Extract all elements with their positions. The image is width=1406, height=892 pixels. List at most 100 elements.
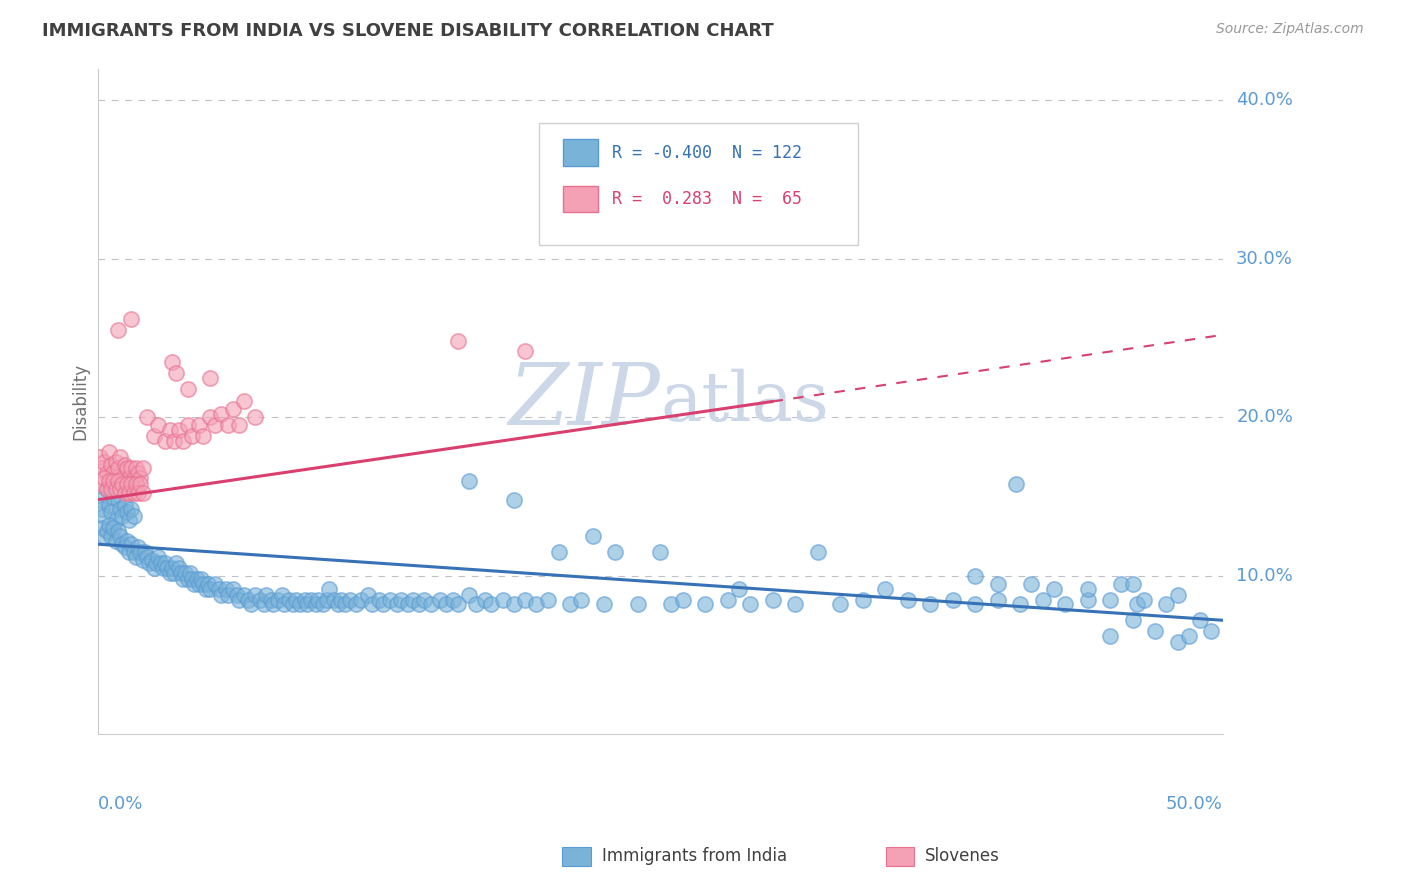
Point (209, 588, 232, 602)
Point (129, 470, 152, 484)
Point (356, 588, 378, 602)
Point (592, 598, 614, 612)
Point (198, 582, 221, 596)
Point (91, 502, 114, 516)
Point (107, 524, 129, 539)
Point (249, 592, 271, 607)
Point (328, 598, 350, 612)
Point (97, 474, 120, 488)
Point (305, 598, 328, 612)
Point (536, 592, 558, 607)
Point (659, 598, 682, 612)
Point (91, 477, 114, 491)
Point (942, 592, 965, 607)
Point (93, 455, 115, 469)
Point (114, 541, 136, 555)
Point (1178, 629, 1201, 643)
Point (179, 566, 201, 580)
Point (307, 592, 329, 607)
Point (100, 505, 122, 519)
Point (429, 592, 451, 607)
Point (120, 537, 142, 551)
Point (1099, 592, 1122, 607)
Point (136, 549, 159, 564)
Point (115, 461, 138, 475)
Point (716, 592, 738, 607)
Point (284, 592, 307, 607)
Text: 30.0%: 30.0% (1236, 250, 1294, 268)
Point (142, 561, 165, 575)
Point (91, 461, 114, 475)
Point (107, 474, 129, 488)
Point (204, 418, 226, 433)
Point (159, 566, 181, 580)
Point (129, 545, 152, 559)
Point (581, 529, 603, 543)
Point (502, 598, 524, 612)
Point (502, 492, 524, 507)
Point (186, 572, 208, 586)
Point (1099, 629, 1122, 643)
Text: 10.0%: 10.0% (1236, 567, 1294, 585)
Point (129, 477, 152, 491)
Point (122, 470, 145, 484)
Point (311, 598, 333, 612)
Point (266, 592, 288, 607)
Point (965, 569, 987, 583)
Point (208, 582, 231, 596)
Text: R = -0.400  N = 122: R = -0.400 N = 122 (613, 144, 803, 161)
Point (1043, 582, 1066, 596)
Point (103, 490, 125, 504)
Point (1122, 576, 1144, 591)
Point (93, 470, 115, 484)
Point (446, 598, 468, 612)
Point (1077, 582, 1099, 596)
Point (1077, 592, 1099, 607)
Point (344, 598, 367, 612)
Point (316, 592, 339, 607)
Point (221, 582, 243, 596)
Point (987, 592, 1010, 607)
Point (118, 545, 141, 559)
Point (1004, 477, 1026, 491)
Point (134, 545, 156, 559)
Point (181, 429, 204, 443)
Point (434, 598, 457, 612)
Point (333, 598, 356, 612)
Point (273, 598, 295, 612)
Point (215, 582, 238, 596)
Point (198, 410, 221, 425)
Point (457, 474, 479, 488)
Point (875, 582, 897, 596)
Point (96, 524, 118, 539)
Point (118, 470, 141, 484)
Point (987, 576, 1010, 591)
Point (125, 477, 148, 491)
Point (1144, 624, 1167, 639)
Point (156, 561, 179, 575)
Point (412, 592, 434, 607)
Point (329, 592, 352, 607)
Point (569, 592, 592, 607)
Point (127, 541, 149, 555)
Point (100, 482, 122, 496)
Point (163, 434, 186, 449)
Point (378, 592, 401, 607)
Point (107, 492, 129, 507)
Point (97, 518, 120, 533)
Text: 0.0%: 0.0% (97, 795, 143, 813)
Point (152, 561, 174, 575)
Point (1167, 588, 1189, 602)
Point (153, 556, 176, 570)
Point (104, 533, 127, 548)
Point (491, 592, 513, 607)
Point (108, 482, 131, 496)
Point (172, 434, 194, 449)
Point (254, 588, 277, 602)
Point (513, 592, 536, 607)
Point (125, 461, 148, 475)
Point (193, 576, 215, 591)
Point (401, 592, 423, 607)
Y-axis label: Disability: Disability (72, 363, 89, 440)
Point (228, 418, 250, 433)
